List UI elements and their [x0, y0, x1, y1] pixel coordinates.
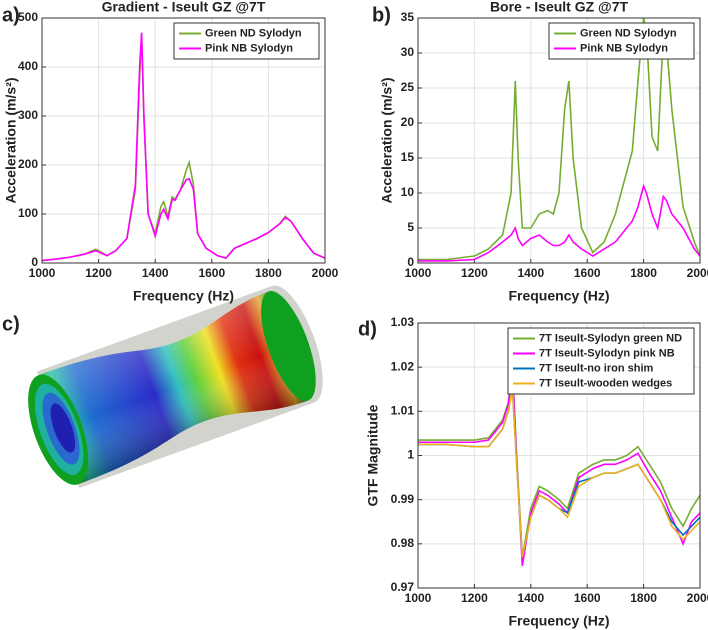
legend-label: 7T Iseult-Sylodyn green ND [539, 332, 682, 344]
panel-label: c) [2, 313, 20, 335]
y-tick-label: 1.03 [391, 315, 415, 329]
y-axis-label: Acceleration (m/s²) [3, 77, 19, 203]
series-line [418, 371, 701, 567]
y-tick-label: 300 [18, 108, 38, 122]
series-line [41, 32, 326, 262]
x-tick-label: 1200 [85, 266, 112, 280]
legend-label: Pink NB Sylodyn [205, 42, 293, 54]
x-tick-label: 1600 [574, 266, 601, 280]
y-tick-label: 25 [401, 80, 415, 94]
x-tick-label: 1000 [405, 266, 432, 280]
y-axis-label: Acceleration (m/s²) [379, 77, 395, 203]
x-axis-label: Frequency (Hz) [508, 613, 609, 629]
y-tick-label: 500 [18, 10, 38, 24]
y-tick-label: 1 [407, 448, 414, 462]
axes-box [417, 17, 701, 264]
panel-label: a) [2, 4, 20, 26]
y-tick-label: 35 [401, 10, 415, 24]
chart-title: Gradient - Iseult GZ @7T [102, 0, 266, 15]
panel-label: d) [358, 318, 377, 340]
x-tick-label: 1400 [517, 266, 544, 280]
bore [50, 403, 76, 453]
x-tick-label: 1400 [142, 266, 169, 280]
x-tick-label: 1800 [255, 266, 282, 280]
axes-box [41, 17, 326, 264]
y-tick-label: 400 [18, 59, 38, 73]
legend-label: Green ND Sylodyn [205, 27, 302, 39]
x-tick-label: 2000 [687, 266, 708, 280]
legend-box [548, 22, 695, 60]
legend-label: Pink NB Sylodyn [580, 42, 668, 54]
legend-box [173, 22, 320, 60]
x-tick-label: 1400 [517, 591, 544, 605]
y-tick-label: 20 [401, 115, 415, 129]
x-axis-label: Frequency (Hz) [508, 288, 609, 304]
y-tick-label: 100 [18, 206, 38, 220]
legend-label: Green ND Sylodyn [580, 27, 677, 39]
tube-shade [38, 291, 309, 485]
y-tick-label: 1.01 [391, 404, 415, 418]
series-line [418, 389, 701, 558]
axes-box [417, 322, 701, 589]
x-tick-label: 1600 [198, 266, 225, 280]
y-tick-label: 0.98 [391, 536, 415, 550]
chart-title: Bore - Iseult GZ @7T [490, 0, 629, 15]
panel-label: b) [372, 4, 391, 26]
y-tick-label: 0.97 [391, 580, 415, 594]
y-tick-label: 0 [407, 255, 414, 269]
legend-label: 7T Iseult-Sylodyn pink NB [539, 347, 675, 359]
tube-end [261, 291, 316, 401]
y-tick-label: 10 [401, 185, 415, 199]
y-tick-label: 30 [401, 45, 415, 59]
x-tick-label: 1200 [461, 266, 488, 280]
y-axis-label: GTF Magnitude [365, 404, 381, 506]
y-tick-label: 200 [18, 157, 38, 171]
x-tick-label: 1000 [29, 266, 56, 280]
series-line [418, 17, 701, 261]
legend-label: 7T Iseult-no iron shim [539, 362, 654, 374]
y-tick-label: 15 [401, 150, 415, 164]
x-tick-label: 1800 [630, 266, 657, 280]
x-tick-label: 1200 [461, 591, 488, 605]
x-tick-label: 2000 [687, 591, 708, 605]
x-axis-label: Frequency (Hz) [133, 288, 234, 304]
x-tick-label: 1600 [574, 591, 601, 605]
x-tick-label: 2000 [312, 266, 339, 280]
legend-box [507, 327, 695, 395]
x-tick-label: 1000 [405, 591, 432, 605]
y-tick-label: 5 [407, 220, 414, 234]
y-tick-label: 1.02 [391, 359, 415, 373]
cylinder-render [28, 285, 323, 489]
x-tick-label: 1800 [630, 591, 657, 605]
legend-label: 7T Iseult-wooden wedges [539, 377, 672, 389]
y-tick-label: 0 [31, 255, 38, 269]
y-tick-label: 0.99 [391, 492, 415, 506]
series-line [418, 183, 701, 262]
